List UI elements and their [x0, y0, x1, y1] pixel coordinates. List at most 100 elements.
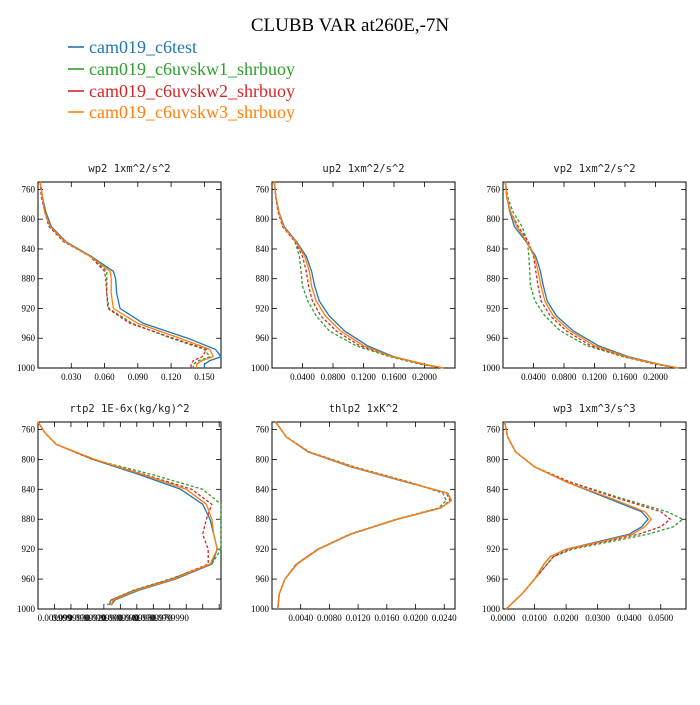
y-tick-label: 920 — [487, 544, 501, 554]
series-line-1 — [504, 181, 679, 369]
series-line-3 — [503, 421, 671, 610]
y-tick-label: 1000 — [251, 604, 270, 614]
panel-title: up2 1xm^2/s^2 — [322, 163, 404, 175]
y-tick-label: 840 — [487, 484, 501, 494]
x-tick-label: 0.150 — [194, 372, 215, 382]
y-tick-label: 960 — [256, 333, 270, 343]
panel-1: wp2 1xm^2/s^2 760 800 840 880 920 960 1000 0.030… — [17, 163, 222, 382]
x-tick-label: 0.2000 — [643, 372, 668, 382]
x-tick-label: 0.090 — [128, 372, 149, 382]
series-line-4 — [503, 421, 652, 610]
x-tick-label: 0.0120 — [346, 613, 371, 623]
x-tick-label: 0.0300 — [585, 613, 610, 623]
series-line-2 — [37, 421, 222, 606]
x-tick-label: 0.0040 — [288, 613, 313, 623]
y-tick-label: 760 — [487, 424, 501, 434]
series-line-2 — [504, 181, 679, 369]
x-tick-label: 0.0400 — [617, 613, 642, 623]
panel-5: thlp2 1xK^2 760 800 840 880 920 960 1000 0.0040 0… — [251, 403, 457, 623]
y-tick-label: 1000 — [17, 604, 36, 614]
figure-title: CLUBB VAR at260E,-7N — [251, 15, 450, 36]
y-tick-label: 880 — [22, 514, 36, 524]
y-tick-label: 920 — [22, 544, 36, 554]
y-tick-label: 920 — [256, 544, 270, 554]
y-tick-label: 1000 — [251, 363, 270, 373]
y-tick-label: 920 — [487, 303, 501, 313]
y-tick-label: 1000 — [17, 363, 36, 373]
y-tick-label: 960 — [256, 574, 270, 584]
x-tick-label: 0.0800 — [321, 372, 346, 382]
plot-frame — [271, 181, 456, 369]
x-tick-label: 0.1600 — [382, 372, 407, 382]
x-tick-label: 0.120 — [161, 372, 182, 382]
x-tick-label: 0.0999950 — [118, 613, 157, 623]
y-tick-label: 920 — [22, 303, 36, 313]
legend-label: cam019_c6uvskw3_shrbuoy — [89, 102, 295, 122]
series-line-3 — [504, 181, 679, 369]
legend-item: cam019_c6test — [68, 37, 197, 57]
series-line-4 — [273, 181, 444, 369]
y-tick-label: 880 — [487, 514, 501, 524]
x-tick-label: 0.0999930 — [52, 613, 91, 623]
y-tick-label: 760 — [22, 184, 36, 194]
series-line-1 — [275, 421, 453, 610]
x-tick-label: 0.0500 — [648, 613, 673, 623]
series-line-3 — [37, 421, 213, 606]
legend-label: cam019_c6uvskw1_shrbuoy — [89, 59, 295, 79]
y-tick-label: 960 — [487, 333, 501, 343]
series-line-3 — [39, 181, 208, 368]
y-tick-label: 760 — [256, 424, 270, 434]
panel-title: rtp2 1E-6x(kg/kg)^2 — [69, 403, 189, 415]
x-tick-label: 0.009999 — [38, 613, 72, 623]
y-tick-label: 840 — [22, 484, 36, 494]
panels: wp2 1xm^2/s^2 760 800 840 880 920 960 1000 0.030… — [17, 163, 687, 623]
y-tick-label: 880 — [256, 514, 270, 524]
y-tick-label: 800 — [256, 454, 270, 464]
x-tick-label: 0.1200 — [351, 372, 376, 382]
panel-title: vp2 1xm^2/s^2 — [553, 163, 635, 175]
y-tick-label: 800 — [22, 454, 36, 464]
y-tick-label: 1000 — [482, 604, 501, 614]
y-tick-label: 1000 — [482, 363, 501, 373]
y-tick-label: 880 — [487, 274, 501, 284]
y-tick-label: 840 — [256, 244, 270, 254]
x-tick-label: 0.030 — [61, 372, 82, 382]
series-line-4 — [275, 421, 453, 610]
y-tick-label: 960 — [22, 574, 36, 584]
plot-frame — [37, 181, 222, 369]
x-tick-label: 0.0400 — [521, 372, 546, 382]
series-line-4 — [39, 181, 214, 368]
x-tick-label: 0.0240 — [432, 613, 457, 623]
x-tick-label: 0.0000 — [491, 613, 516, 623]
x-tick-label: 0.0160 — [374, 613, 399, 623]
legend-item: cam019_c6uvskw1_shrbuoy — [68, 59, 295, 79]
y-tick-label: 800 — [256, 214, 270, 224]
x-tick-label: 0.0999970 — [134, 613, 173, 623]
x-tick-label: 0.0200 — [403, 613, 428, 623]
legend: cam019_c6test cam019_c6uvskw1_shrbuoy ca… — [68, 37, 295, 122]
panel-title: thlp2 1xK^2 — [329, 403, 399, 415]
x-tick-label: 0.0999900 — [85, 613, 124, 623]
y-tick-label: 760 — [487, 184, 501, 194]
panel-3: vp2 1xm^2/s^2 760 800 840 880 920 960 1000 0.040… — [482, 163, 687, 382]
y-tick-label: 880 — [22, 274, 36, 284]
x-tick-label: 0.2000 — [412, 372, 437, 382]
legend-item: cam019_c6uvskw2_shrbuoy — [68, 81, 295, 101]
x-tick-label: 0.0100 — [522, 613, 547, 623]
series-line-2 — [275, 421, 448, 610]
x-tick-label: 0.060 — [94, 372, 115, 382]
x-tick-label: 0.1200 — [582, 372, 607, 382]
panel-title: wp3 1xm^3/s^3 — [553, 403, 635, 415]
y-tick-label: 800 — [22, 214, 36, 224]
y-tick-label: 840 — [22, 244, 36, 254]
series-line-3 — [275, 421, 451, 610]
y-tick-label: 840 — [487, 244, 501, 254]
legend-label: cam019_c6uvskw2_shrbuoy — [89, 81, 295, 101]
legend-item: cam019_c6uvskw3_shrbuoy — [68, 102, 295, 122]
series-line-1 — [273, 181, 444, 369]
panel-2: up2 1xm^2/s^2 760 800 840 880 920 960 1000 0.040… — [251, 163, 456, 382]
panel-title: wp2 1xm^2/s^2 — [88, 163, 170, 175]
series-line-4 — [37, 421, 218, 606]
x-tick-label: 0.0400 — [290, 372, 315, 382]
panel-6: wp3 1xm^3/s^3 760 800 840 880 920 960 10000.000… — [482, 403, 687, 623]
